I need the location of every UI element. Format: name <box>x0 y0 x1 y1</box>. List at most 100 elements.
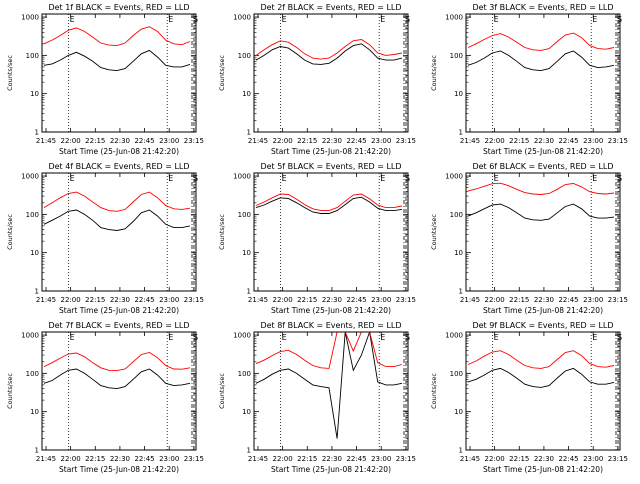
events-series <box>255 196 403 214</box>
x-tick-label: 22:00 <box>273 455 293 463</box>
y-tick-label: 1000 <box>21 173 39 181</box>
x-tick-label: 21:45 <box>248 296 268 304</box>
flag-marker-label: E <box>494 174 499 183</box>
x-tick-label: 23:15 <box>608 455 628 463</box>
x-tick-label: 22:30 <box>110 137 130 145</box>
y-tick-label: 10 <box>242 90 251 98</box>
y-tick-label: 1000 <box>233 332 251 340</box>
y-tick-label: 10 <box>454 90 463 98</box>
events-series <box>43 49 191 72</box>
panel-title: Det 1f BLACK = Events, RED = LLD <box>48 3 189 12</box>
panel-title: Det 4f BLACK = Events, RED = LLD <box>48 162 189 171</box>
y-axis-label: Counts/sec <box>430 55 438 91</box>
flag-marker-label: E <box>592 333 597 342</box>
x-tick-label: 22:15 <box>509 455 529 463</box>
y-tick-label: 10 <box>454 408 463 416</box>
y-tick-label: 100 <box>238 211 251 219</box>
x-tick-label: 23:15 <box>396 296 416 304</box>
y-tick-label: 1 <box>459 129 463 137</box>
x-tick-label: 22:00 <box>61 296 81 304</box>
flag-marker-label: E <box>70 15 75 24</box>
x-tick-label: 22:45 <box>134 455 154 463</box>
panel-title: Det 6f BLACK = Events, RED = LLD <box>472 162 613 171</box>
flag-marker-label: E <box>380 174 385 183</box>
events-series <box>467 50 615 72</box>
y-tick-label: 1000 <box>21 332 39 340</box>
x-tick-label: 23:15 <box>184 137 204 145</box>
y-tick-label: 10 <box>30 90 39 98</box>
x-tick-label: 23:00 <box>583 455 603 463</box>
lld-series <box>467 350 615 369</box>
y-tick-label: 1000 <box>445 332 463 340</box>
y-tick-label: 100 <box>450 370 463 378</box>
y-tick-label: 10 <box>454 249 463 257</box>
lld-series <box>43 191 191 212</box>
flag-marker-label: E <box>282 15 287 24</box>
flag-marker-label: E <box>592 174 597 183</box>
y-axis-label: Counts/sec <box>218 373 226 409</box>
lld-series <box>467 182 615 195</box>
x-tick-label: 22:00 <box>273 296 293 304</box>
x-tick-label: 21:45 <box>460 137 480 145</box>
x-tick-label: 23:00 <box>583 296 603 304</box>
plot-frame <box>41 172 197 292</box>
detector-panel-6: Det 6f BLACK = Events, RED = LLD Counts/s… <box>430 162 628 315</box>
lld-series <box>43 26 191 47</box>
flag-marker-label: E <box>70 174 75 183</box>
x-tick-label: 21:45 <box>36 137 56 145</box>
x-tick-label: 22:30 <box>534 296 554 304</box>
flag-marker-label: E <box>494 15 499 24</box>
x-tick-label: 23:15 <box>396 137 416 145</box>
events-series <box>43 368 191 390</box>
plot-frame <box>253 172 409 292</box>
x-tick-label: 23:00 <box>159 296 179 304</box>
lld-series <box>255 39 403 60</box>
x-tick-label: 22:15 <box>85 296 105 304</box>
x-tick-label: 22:45 <box>346 137 366 145</box>
y-tick-label: 100 <box>450 52 463 60</box>
x-tick-label: 22:30 <box>322 296 342 304</box>
events-series <box>467 203 615 221</box>
x-axis-label: Start Time (25-Jun-08 21:42:20) <box>271 306 391 315</box>
flag-marker-label: E <box>70 333 75 342</box>
plot-frame <box>253 13 409 133</box>
detector-panel-1: Det 1f BLACK = Events, RED = LLD Counts/s… <box>6 3 204 156</box>
y-axis-label: Counts/sec <box>6 214 14 250</box>
lld-series <box>255 193 403 212</box>
flag-marker-label: E <box>494 333 499 342</box>
y-tick-label: 100 <box>238 370 251 378</box>
panel-title: Det 7f BLACK = Events, RED = LLD <box>48 321 189 330</box>
x-tick-label: 23:00 <box>583 137 603 145</box>
x-tick-label: 22:30 <box>110 296 130 304</box>
y-axis-label: Counts/sec <box>218 214 226 250</box>
x-tick-label: 23:00 <box>371 455 391 463</box>
panel-title: Det 3f BLACK = Events, RED = LLD <box>472 3 613 12</box>
x-tick-label: 22:45 <box>134 296 154 304</box>
detector-panel-8: Det 8f BLACK = Events, RED = LLD Counts/s… <box>218 321 416 474</box>
x-tick-label: 23:15 <box>396 455 416 463</box>
x-tick-label: 22:45 <box>558 455 578 463</box>
x-axis-label: Start Time (25-Jun-08 21:42:20) <box>483 465 603 474</box>
flag-marker-label: E <box>380 15 385 24</box>
x-tick-label: 23:00 <box>159 455 179 463</box>
y-axis-label: Counts/sec <box>430 373 438 409</box>
y-tick-label: 1000 <box>21 14 39 22</box>
flag-marker-label: E <box>168 15 173 24</box>
panel-title: Det 2f BLACK = Events, RED = LLD <box>260 3 401 12</box>
plot-frame <box>253 331 409 451</box>
panel-title: Det 5f BLACK = Events, RED = LLD <box>260 162 401 171</box>
y-tick-label: 1 <box>247 447 251 455</box>
x-tick-label: 21:45 <box>36 455 56 463</box>
x-axis-label: Start Time (25-Jun-08 21:42:20) <box>271 147 391 156</box>
detector-panel-9: Det 9f BLACK = Events, RED = LLD Counts/s… <box>430 321 628 474</box>
x-tick-label: 22:00 <box>273 137 293 145</box>
flag-marker-label: E <box>380 333 385 342</box>
x-tick-label: 23:15 <box>608 137 628 145</box>
y-tick-label: 100 <box>450 211 463 219</box>
plot-frame <box>41 13 197 133</box>
detector-panel-4: Det 4f BLACK = Events, RED = LLD Counts/s… <box>6 162 204 315</box>
y-tick-label: 1 <box>35 129 39 137</box>
y-tick-label: 1000 <box>233 14 251 22</box>
